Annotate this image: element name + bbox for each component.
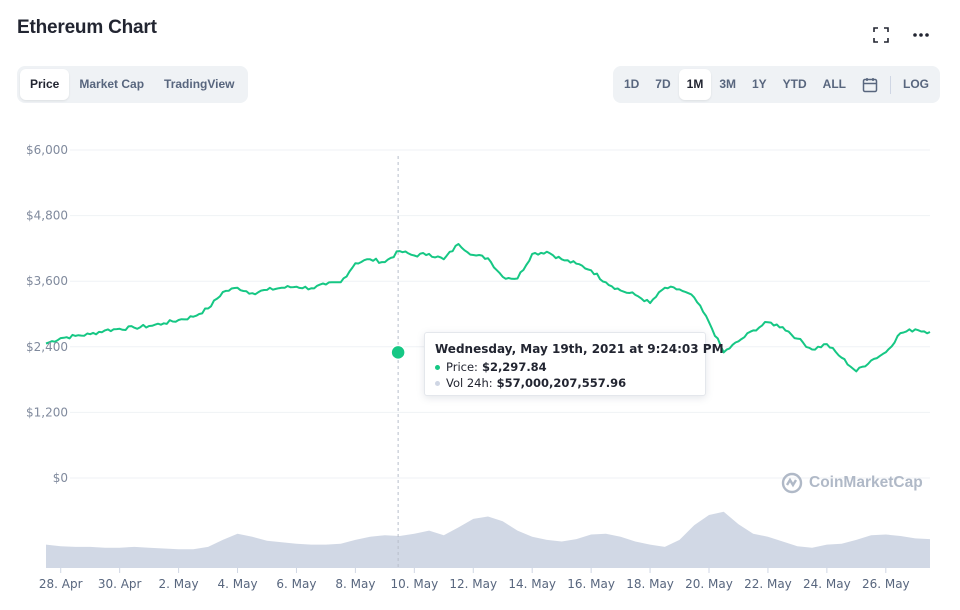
volume-area — [46, 511, 930, 568]
x-tick-label: 12. May — [449, 577, 497, 591]
x-tick-label: 8. May — [335, 577, 375, 591]
watermark: CoinMarketCap — [781, 472, 923, 494]
y-tick-label: $0 — [53, 471, 68, 485]
tooltip-price-row: Price: $2,297.84 — [435, 359, 695, 375]
price-dot-icon — [435, 364, 440, 370]
x-tick-label: 6. May — [276, 577, 316, 591]
calendar-button[interactable] — [854, 69, 886, 100]
tooltip-volume-label: Vol 24h: — [446, 376, 493, 390]
volume-dot-icon — [435, 380, 440, 386]
y-tick-label: $4,800 — [26, 209, 68, 223]
x-tick-label: 16. May — [567, 577, 615, 591]
range-divider — [890, 75, 891, 94]
range-1d[interactable]: 1D — [623, 77, 640, 91]
tab-market-cap[interactable]: Market Cap — [79, 77, 145, 91]
y-tick-label: $2,400 — [26, 340, 68, 354]
view-tabs: Price Market Cap TradingView — [17, 66, 248, 103]
coinmarketcap-logo-icon — [781, 472, 803, 494]
page-title: Ethereum Chart — [17, 17, 157, 38]
y-tick-label: $6,000 — [26, 143, 68, 157]
tab-price[interactable]: Price — [20, 69, 70, 100]
x-tick-label: 26. May — [862, 577, 910, 591]
log-toggle[interactable]: LOG — [903, 77, 929, 91]
tooltip-volume-value: $57,000,207,557.96 — [496, 376, 627, 390]
price-line-layer — [45, 243, 931, 373]
x-axis: 28. Apr 30. Apr 2. May 4. May 6. May 8. May 10… — [39, 568, 910, 591]
fullscreen-icon[interactable] — [872, 26, 890, 44]
y-tick-label: $3,600 — [26, 274, 68, 288]
x-tick-label: 14. May — [508, 577, 556, 591]
x-tick-label: 18. May — [626, 577, 674, 591]
range-1m[interactable]: 1M — [678, 69, 712, 100]
x-tick-label: 2. May — [159, 577, 199, 591]
tooltip-date: Wednesday, May 19th, 2021 at 9:24:03 PM — [435, 342, 724, 356]
tooltip-price-value: $2,297.84 — [481, 360, 547, 374]
tab-tradingview[interactable]: TradingView — [164, 77, 235, 91]
x-tick-label: 22. May — [744, 577, 792, 591]
x-tick-label: 24. May — [803, 577, 851, 591]
range-ytd[interactable]: YTD — [782, 77, 807, 91]
x-tick-label: 28. Apr — [39, 577, 83, 591]
x-tick-label: 4. May — [217, 577, 257, 591]
tooltip-volume-row: Vol 24h: $57,000,207,557.96 — [435, 375, 695, 391]
range-1y[interactable]: 1Y — [751, 77, 767, 91]
highlight-layer — [390, 156, 406, 568]
calendar-icon — [862, 77, 878, 93]
price-line — [45, 243, 931, 373]
x-tick-label: 10. May — [390, 577, 438, 591]
header-actions — [872, 26, 930, 44]
more-icon[interactable] — [912, 26, 930, 44]
tooltip-price-label: Price: — [446, 360, 478, 374]
range-7d[interactable]: 7D — [655, 77, 671, 91]
volume-area-layer — [46, 511, 930, 568]
x-tick-label: 20. May — [685, 577, 733, 591]
range-tabs: 1D 7D 1M 3M 1Y YTD ALL LOG — [612, 66, 940, 103]
x-tick-label: 30. Apr — [98, 577, 142, 591]
y-axis: $6,000 $4,800 $3,600 $2,400 $1,200 $0 — [26, 143, 68, 485]
highlight-point — [390, 344, 406, 361]
watermark-text: CoinMarketCap — [809, 474, 923, 491]
price-tooltip: Wednesday, May 19th, 2021 at 9:24:03 PM … — [424, 332, 724, 396]
range-3m[interactable]: 3M — [719, 77, 736, 91]
range-all[interactable]: ALL — [822, 77, 846, 91]
y-tick-label: $1,200 — [26, 405, 68, 419]
